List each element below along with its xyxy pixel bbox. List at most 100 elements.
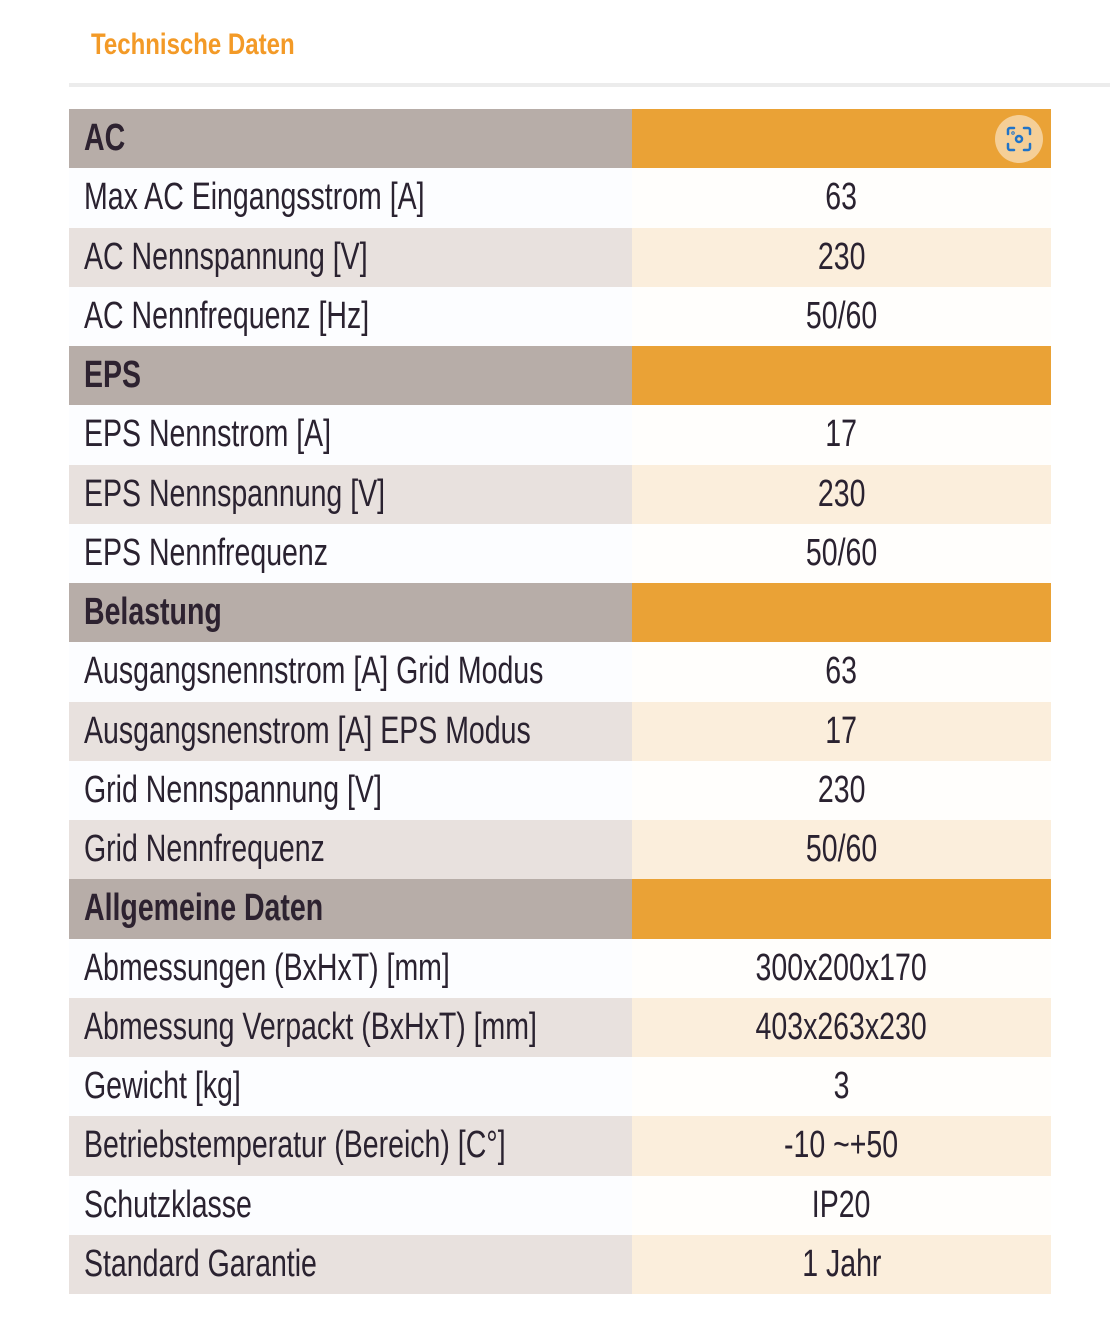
divider	[69, 83, 1110, 87]
section-header: Belastung	[69, 583, 1051, 643]
table-row: EPS Nennspannung [V] 230	[69, 464, 1051, 524]
value-cell: IP20	[632, 1175, 1051, 1235]
value-cell: 403x263x230	[632, 997, 1051, 1057]
spec-value: 50/60	[805, 531, 878, 574]
table-row: EPS Nennstrom [A] 17	[69, 405, 1051, 465]
table-row: Abmessung Verpackt (BxHxT) [mm] 403x263x2…	[69, 997, 1051, 1057]
spec-label: EPS Nennfrequenz	[84, 531, 328, 574]
spec-value: 230	[817, 768, 866, 811]
section-header-value-cell	[632, 109, 1051, 169]
section-header-value-cell	[632, 879, 1051, 939]
value-cell: 50/60	[632, 820, 1051, 880]
value-cell: 63	[632, 642, 1051, 702]
label-cell: Abmessungen (BxHxT) [mm]	[69, 938, 632, 998]
spec-value: 230	[817, 472, 866, 515]
spec-value: 50/60	[805, 294, 878, 337]
value-cell: 3	[632, 1057, 1051, 1117]
spec-label: Betriebstemperatur (Bereich) [C°]	[84, 1124, 506, 1167]
value-cell: 230	[632, 760, 1051, 820]
spec-label: Grid Nennfrequenz	[84, 828, 325, 871]
section-header: EPS	[69, 346, 1051, 406]
spec-value: 3	[833, 1065, 850, 1108]
table-row: EPS Nennfrequenz 50/60	[69, 523, 1051, 583]
label-cell: AC Nennspannung [V]	[69, 227, 632, 287]
value-cell: 50/60	[632, 286, 1051, 346]
table-row: Max AC Eingangsstrom [A] 63	[69, 168, 1051, 228]
spec-label: AC Nennspannung [V]	[84, 235, 368, 278]
table-row: Grid Nennfrequenz 50/60	[69, 820, 1051, 880]
section-header-label-cell: AC	[69, 109, 632, 169]
label-cell: Schutzklasse	[69, 1175, 632, 1235]
label-cell: Abmessung Verpackt (BxHxT) [mm]	[69, 997, 632, 1057]
value-cell: 230	[632, 227, 1051, 287]
table-row: Ausgangsnenstrom [A] EPS Modus 17	[69, 701, 1051, 761]
spec-value: -10 ~+50	[784, 1124, 899, 1167]
value-cell: 63	[632, 168, 1051, 228]
section-header-label-cell: Allgemeine Daten	[69, 879, 632, 939]
label-cell: EPS Nennfrequenz	[69, 523, 632, 583]
spec-value: 300x200x170	[755, 946, 928, 989]
spec-value: 63	[825, 650, 858, 693]
spec-label: Standard Garantie	[84, 1242, 317, 1285]
spec-label: Ausgangsnennstrom [A] Grid Modus	[84, 650, 544, 693]
label-cell: Grid Nennfrequenz	[69, 820, 632, 880]
table-row: Ausgangsnennstrom [A] Grid Modus 63	[69, 642, 1051, 702]
spec-value: 17	[825, 709, 858, 752]
label-cell: Standard Garantie	[69, 1234, 632, 1294]
table-row: Abmessungen (BxHxT) [mm] 300x200x170	[69, 938, 1051, 998]
spec-table: AC Max AC Eingangsstrom [A] 63 AC Nennspann…	[69, 109, 1051, 1294]
section-header-value-cell	[632, 583, 1051, 643]
camera-scan-icon[interactable]	[995, 115, 1043, 163]
spec-value: 1 Jahr	[801, 1242, 882, 1285]
section-title: Belastung	[84, 591, 222, 634]
spec-label: Abmessungen (BxHxT) [mm]	[84, 946, 450, 989]
spec-value: 63	[825, 176, 858, 219]
spec-label: Grid Nennspannung [V]	[84, 768, 382, 811]
label-cell: Max AC Eingangsstrom [A]	[69, 168, 632, 228]
spec-label: Abmessung Verpackt (BxHxT) [mm]	[84, 1005, 537, 1048]
spec-value: 50/60	[805, 828, 878, 871]
spec-label: Gewicht [kg]	[84, 1065, 241, 1108]
section-header: Allgemeine Daten	[69, 879, 1051, 939]
label-cell: Gewicht [kg]	[69, 1057, 632, 1117]
label-cell: AC Nennfrequenz [Hz]	[69, 286, 632, 346]
spec-value: IP20	[812, 1183, 871, 1226]
label-cell: EPS Nennstrom [A]	[69, 405, 632, 465]
section-header-value-cell	[632, 346, 1051, 406]
spec-label: Schutzklasse	[84, 1183, 252, 1226]
table-row: AC Nennspannung [V] 230	[69, 227, 1051, 287]
value-cell: 17	[632, 405, 1051, 465]
label-cell: Betriebstemperatur (Bereich) [C°]	[69, 1116, 632, 1176]
spec-label: Ausgangsnenstrom [A] EPS Modus	[84, 709, 531, 752]
table-row: Grid Nennspannung [V] 230	[69, 760, 1051, 820]
spec-label: EPS Nennspannung [V]	[84, 472, 386, 515]
spec-label: Max AC Eingangsstrom [A]	[84, 176, 425, 219]
label-cell: Grid Nennspannung [V]	[69, 760, 632, 820]
label-cell: Ausgangsnennstrom [A] Grid Modus	[69, 642, 632, 702]
value-cell: 1 Jahr	[632, 1234, 1051, 1294]
label-cell: EPS Nennspannung [V]	[69, 464, 632, 524]
value-cell: 300x200x170	[632, 938, 1051, 998]
spec-value: 230	[817, 235, 866, 278]
table-row: AC Nennfrequenz [Hz] 50/60	[69, 286, 1051, 346]
value-cell: 50/60	[632, 523, 1051, 583]
section-title: AC	[84, 117, 126, 160]
value-cell: -10 ~+50	[632, 1116, 1051, 1176]
section-header-label-cell: EPS	[69, 346, 632, 406]
table-row: Gewicht [kg] 3	[69, 1057, 1051, 1117]
spec-value: 403x263x230	[755, 1005, 928, 1048]
spec-label: EPS Nennstrom [A]	[84, 413, 332, 456]
table-row: Betriebstemperatur (Bereich) [C°] -10 ~+5…	[69, 1116, 1051, 1176]
section-title: Allgemeine Daten	[84, 887, 324, 930]
section-header-label-cell: Belastung	[69, 583, 632, 643]
label-cell: Ausgangsnenstrom [A] EPS Modus	[69, 701, 632, 761]
page-title: Technische Daten	[91, 28, 295, 61]
spec-value: 17	[825, 413, 858, 456]
spec-label: AC Nennfrequenz [Hz]	[84, 294, 370, 337]
section-header: AC	[69, 109, 1051, 169]
table-row: Standard Garantie 1 Jahr	[69, 1234, 1051, 1294]
table-row: Schutzklasse IP20	[69, 1175, 1051, 1235]
section-title: EPS	[84, 354, 142, 397]
value-cell: 17	[632, 701, 1051, 761]
value-cell: 230	[632, 464, 1051, 524]
